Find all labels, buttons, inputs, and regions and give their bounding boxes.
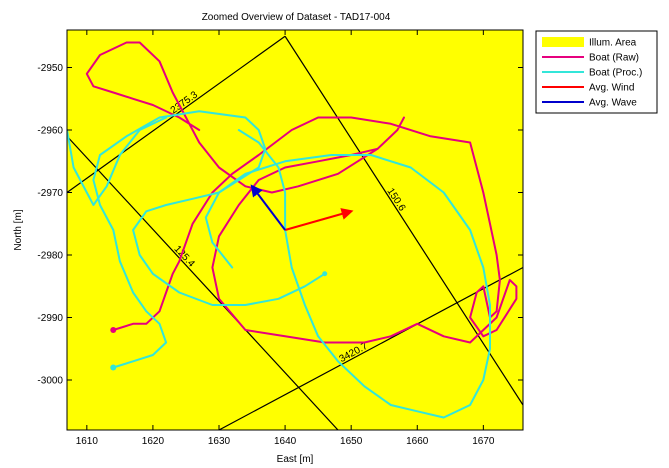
legend-label: Boat (Proc.) [589,68,642,79]
legend-label: Illum. Area [589,38,637,49]
x-tick-label: 1670 [472,436,495,447]
x-tick-label: 1640 [274,436,297,447]
x-tick-label: 1620 [142,436,165,447]
x-tick-label: 1610 [76,436,99,447]
boat-track-line [204,129,491,419]
wind-vector-arrow [284,208,354,231]
y-tick-label: -3000 [37,376,63,387]
x-axis-label: East [m] [277,454,314,465]
processed-track-start-marker [110,364,117,371]
x-tick-label: 1630 [208,436,231,447]
boat-track-line [92,110,326,369]
reference-line [284,35,523,406]
y-tick-label: -2980 [37,251,63,262]
reference-line [218,266,523,430]
legend-label: Avg. Wind [589,83,634,94]
legend-label: Boat (Raw) [589,53,639,64]
legend: Illum. Area Boat (Raw) Boat (Proc.) Avg. Wi… [535,30,658,114]
wave-vector-arrow [250,184,286,231]
x-axis: 1610 1620 1630 1640 1650 1660 1670 [76,30,495,447]
boat-track-line [112,116,518,344]
raw-track-start-marker [110,327,117,333]
average-vectors [250,184,354,231]
legend-label: Avg. Wave [589,98,637,109]
processed-track-end-marker [322,271,328,277]
boat-track-line [85,41,379,194]
boat-track-line [67,116,168,206]
boat-tracks [67,41,518,419]
legend-swatch [542,37,584,47]
illumination-area [67,30,523,430]
y-tick-label: -2960 [37,126,63,137]
y-axis-label: North [m] [13,209,24,250]
reference-line [67,135,339,430]
chart-title: Zoomed Overview of Dataset - TAD17-004 [202,12,391,23]
x-tick-label: 1650 [340,436,363,447]
x-tick-label: 1660 [406,436,429,447]
plot-frame [66,29,524,431]
y-tick-label: -2990 [37,313,63,324]
y-tick-label: -2970 [37,188,63,199]
y-axis: -2950 -2960 -2970 -2980 -2990 -3000 [37,63,523,387]
y-tick-label: -2950 [37,63,63,74]
